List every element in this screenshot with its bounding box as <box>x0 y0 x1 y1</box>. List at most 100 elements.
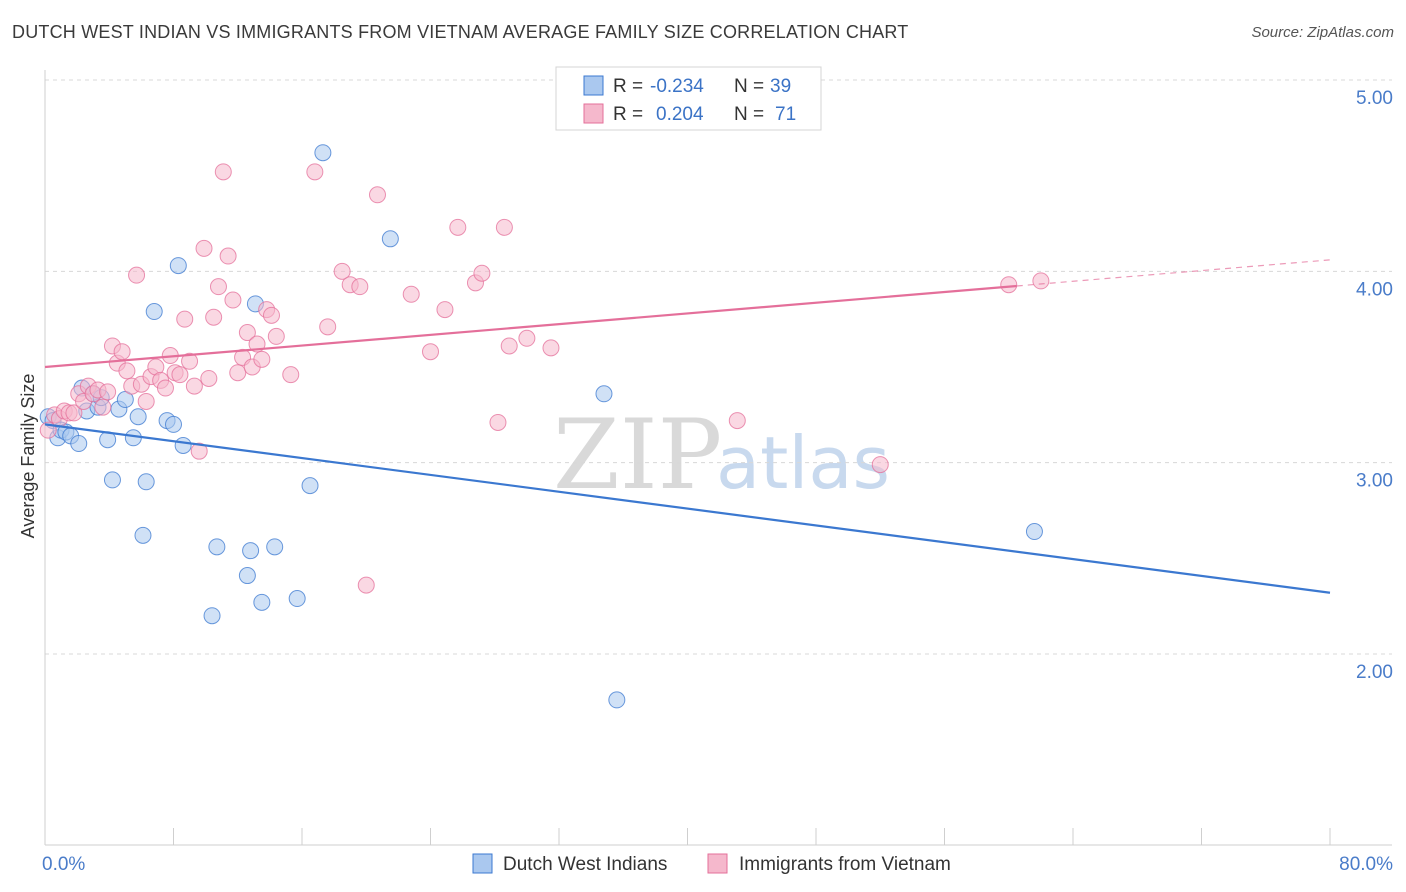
dutch-west-indian-point-25 <box>203 607 221 625</box>
dutch-west-indian-point-30 <box>253 593 271 611</box>
chart-title: DUTCH WEST INDIAN VS IMMIGRANTS FROM VIE… <box>12 22 909 42</box>
vietnam-immigrant-point-11 <box>94 398 112 416</box>
vietnam-immigrant-point-27 <box>171 366 189 384</box>
dutch-west-indian-point-36 <box>595 385 613 403</box>
vietnam-immigrant-point-53 <box>351 278 369 296</box>
correlation-legend: R = -0.234 N = 39 R = 0.204 N = 71 <box>555 66 822 131</box>
vietnam-immigrant-point-63 <box>495 218 513 236</box>
bottom-legend-label-1: Dutch West Indians <box>503 854 667 875</box>
bottom-legend-label-2: Immigrants from Vietnam <box>739 854 951 875</box>
vietnam-immigrant-point-48 <box>282 366 300 384</box>
watermark-zip: ZIP <box>553 399 722 511</box>
vietnam-immigrant-point-50 <box>319 318 337 336</box>
vietnam-immigrant-point-15 <box>113 343 131 361</box>
dutch-west-indian-point-6 <box>70 435 88 453</box>
y-tick-label-3: 5.00 <box>1356 88 1393 109</box>
dutch-west-indian-point-13 <box>103 471 121 489</box>
dutch-west-indian-point-34 <box>314 144 332 162</box>
vietnam-immigrant-point-36 <box>214 163 232 181</box>
legend-n-label-1: N = <box>734 76 764 97</box>
dutch-west-indian-point-18 <box>134 526 152 544</box>
y-tick-label-0: 2.00 <box>1356 662 1393 683</box>
vietnam-immigrant-point-44 <box>253 350 271 368</box>
vietnam-immigrant-point-24 <box>156 379 174 397</box>
vietnam-immigrant-point-64 <box>500 337 518 355</box>
vietnam-immigrant-point-35 <box>209 278 227 296</box>
vietnam-immigrant-point-30 <box>185 377 203 395</box>
y-axis-label: Average Family Size <box>18 374 38 539</box>
vietnam-immigrant-point-62 <box>489 413 507 431</box>
bottom-legend-swatch-blue <box>472 853 493 874</box>
dutch-west-indian-trend-line <box>44 423 1331 594</box>
dutch-west-indian-point-37 <box>608 691 626 709</box>
dutch-west-indian-point-22 <box>165 415 182 433</box>
dutch-west-indian-point-23 <box>169 257 187 275</box>
series-legend: Dutch West Indians Immigrants from Vietn… <box>472 853 951 875</box>
vietnam-immigrant-point-31 <box>190 442 208 460</box>
vietnam-immigrant-point-12 <box>99 383 117 401</box>
vietnam-immigrant-point-28 <box>176 310 194 328</box>
vietnam-immigrant-point-57 <box>422 343 439 361</box>
legend-n-value-2: 71 <box>775 104 796 125</box>
axes <box>44 70 1392 846</box>
x-tick-labels: 0.0% 80.0% <box>42 854 1393 875</box>
vietnam-immigrant-point-58 <box>436 301 454 319</box>
legend-r-value-2: 0.204 <box>656 104 704 125</box>
vietnam-immigrant-point-29 <box>181 352 199 370</box>
dutch-west-indian-point-19 <box>137 473 155 491</box>
trend-lines <box>44 259 1331 594</box>
vietnam-immigrant-point-47 <box>267 327 285 345</box>
vietnam-immigrant-trend-line <box>44 284 1017 369</box>
dutch-west-indian-point-38 <box>1025 523 1043 541</box>
y-tick-label-2: 4.00 <box>1356 279 1393 300</box>
vietnam-immigrant-point-61 <box>473 264 491 282</box>
vietnam-immigrant-point-70 <box>1032 272 1050 290</box>
vietnam-immigrant-point-68 <box>871 456 889 474</box>
vietnam-immigrant-point-67 <box>728 412 746 430</box>
vietnam-immigrant-point-34 <box>205 308 223 326</box>
vietnam-immigrant-point-66 <box>542 339 560 357</box>
x-tick-label-0: 0.0% <box>42 854 85 875</box>
y-tick-label-1: 3.00 <box>1356 471 1393 492</box>
vietnam-immigrant-point-18 <box>128 266 146 284</box>
dutch-west-indian-point-31 <box>266 538 284 556</box>
vietnam-immigrant-point-51 <box>333 262 351 280</box>
legend-r-label-1: R = <box>613 76 643 97</box>
legend-r-label-2: R = <box>613 104 643 125</box>
legend-swatch-pink <box>583 103 604 124</box>
dutch-west-indian-point-32 <box>288 590 306 608</box>
dutch-west-indian-point-33 <box>301 477 319 495</box>
data-points <box>39 144 1050 709</box>
vietnam-immigrant-point-65 <box>518 329 536 347</box>
vietnam-immigrant-point-37 <box>219 247 237 265</box>
vietnam-immigrant-trend-extension <box>1016 259 1331 287</box>
legend-n-value-1: 39 <box>770 76 791 97</box>
x-tick-label-1: 80.0% <box>1339 854 1393 875</box>
vietnam-immigrant-point-33 <box>200 369 218 387</box>
vietnam-immigrant-point-32 <box>195 239 213 257</box>
y-tick-labels: 2.00 3.00 4.00 5.00 <box>1356 88 1393 683</box>
vietnam-immigrant-point-41 <box>238 324 256 342</box>
vietnam-immigrant-point-5 <box>65 404 83 422</box>
dutch-west-indian-point-20 <box>145 303 163 321</box>
vietnam-immigrant-point-54 <box>357 576 375 594</box>
dutch-west-indian-point-27 <box>238 567 256 585</box>
vietnam-immigrant-point-46 <box>262 306 280 324</box>
dutch-west-indian-point-35 <box>381 230 399 248</box>
source-credit: Source: ZipAtlas.com <box>1251 24 1394 41</box>
legend-n-label-2: N = <box>734 104 764 125</box>
vietnam-immigrant-point-55 <box>368 186 386 204</box>
vietnam-immigrant-point-59 <box>449 218 467 236</box>
dutch-west-indian-point-26 <box>208 538 226 556</box>
dutch-west-indian-point-17 <box>129 408 147 426</box>
vietnam-immigrant-point-20 <box>137 392 155 410</box>
legend-r-value-1: -0.234 <box>650 76 704 97</box>
dutch-west-indian-point-28 <box>242 542 260 560</box>
vietnam-immigrant-point-69 <box>1000 276 1018 294</box>
dutch-west-indian-point-24 <box>174 436 192 454</box>
vietnam-immigrant-point-56 <box>402 285 420 303</box>
bottom-legend-swatch-pink <box>707 853 728 874</box>
vietnam-immigrant-point-49 <box>306 163 324 181</box>
vietnam-immigrant-point-16 <box>118 362 136 380</box>
